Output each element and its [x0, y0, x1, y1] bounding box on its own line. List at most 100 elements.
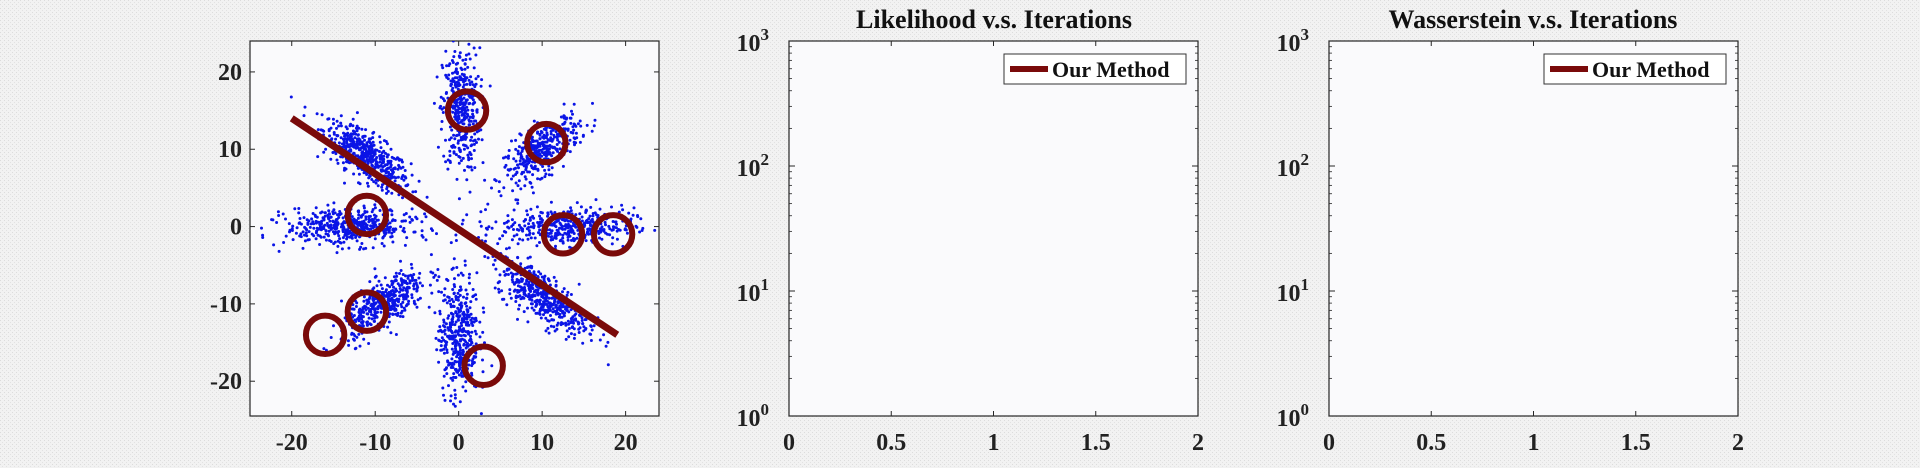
scatter-point — [382, 149, 386, 153]
scatter-point — [569, 317, 573, 321]
scatter-point — [546, 144, 550, 148]
scatter-point — [513, 221, 517, 225]
scatter-point — [417, 276, 421, 280]
scatter-point — [505, 303, 509, 307]
scatter-point — [478, 46, 482, 50]
scatter-point — [418, 296, 422, 300]
scatter-point — [483, 178, 487, 182]
scatter-point — [438, 325, 442, 329]
scatter-point — [304, 227, 308, 231]
scatter-point — [529, 225, 533, 229]
scatter-point — [496, 242, 500, 246]
scatter-point — [531, 191, 535, 195]
scatter-point — [386, 153, 390, 157]
scatter-point — [452, 55, 456, 59]
scatter-point — [464, 76, 468, 80]
scatter-point — [435, 278, 439, 282]
scatter-point — [581, 134, 585, 138]
scatter-point — [531, 232, 535, 236]
scatter-point — [344, 228, 348, 232]
scatter-point — [371, 208, 375, 211]
scatter-point — [517, 307, 521, 311]
scatter-point — [467, 332, 470, 336]
scatter-point — [591, 101, 594, 105]
scatter-point — [383, 276, 387, 280]
scatter-point — [638, 230, 642, 234]
scatter-point — [572, 136, 576, 140]
scatter-point — [535, 244, 539, 248]
scatter-x-axis: -20 -10 0 10 20 — [276, 41, 638, 456]
scatter-point — [456, 141, 460, 145]
scatter-point — [555, 312, 559, 316]
scatter-point — [554, 283, 558, 287]
scatter-point — [539, 148, 543, 152]
scatter-point — [335, 126, 338, 130]
scatter-point — [473, 132, 477, 136]
scatter-point — [447, 73, 451, 77]
scatter-point — [458, 148, 462, 152]
scatter-point — [325, 221, 329, 225]
scatter-point — [615, 229, 619, 233]
scatter-point — [334, 137, 338, 141]
scatter-point — [600, 228, 604, 232]
scatter-point — [481, 306, 485, 310]
scatter-point — [435, 75, 439, 79]
scatter-point — [564, 337, 568, 341]
scatter-point — [437, 290, 441, 294]
scatter-point — [460, 304, 464, 308]
scatter-point — [367, 342, 371, 345]
scatter-point — [459, 110, 463, 114]
scatter-point — [454, 298, 458, 301]
scatter-point — [388, 208, 392, 212]
scatter-point — [384, 140, 388, 143]
scatter-point — [571, 325, 574, 329]
scatter-point — [535, 139, 539, 143]
scatter-point — [350, 215, 354, 219]
scatter-point — [569, 209, 573, 213]
scatter-point — [289, 95, 293, 99]
scatter-point — [376, 307, 380, 311]
scatter-point — [569, 206, 573, 210]
scatter-point — [446, 295, 450, 299]
scatter-point — [462, 96, 466, 100]
scatter-point — [512, 157, 516, 161]
wasserstein-x-tick-label: 0.5 — [1416, 430, 1446, 456]
scatter-point — [561, 164, 565, 168]
scatter-point — [448, 337, 452, 341]
scatter-point — [424, 238, 428, 242]
scatter-point — [604, 344, 608, 348]
scatter-point — [523, 288, 527, 291]
scatter-point — [391, 289, 395, 293]
scatter-point — [598, 207, 602, 211]
scatter-point — [516, 198, 520, 202]
scatter-point — [438, 312, 442, 316]
scatter-point — [348, 124, 352, 128]
scatter-point — [502, 156, 505, 160]
scatter-point — [481, 330, 485, 334]
scatter-point — [585, 123, 589, 127]
scatter-point — [362, 295, 366, 299]
scatter-point — [326, 203, 330, 207]
scatter-point — [442, 324, 445, 328]
scatter-point — [467, 118, 471, 122]
scatter-point — [410, 266, 414, 270]
scatter-point — [379, 146, 383, 150]
scatter-point — [405, 282, 409, 286]
scatter-point — [261, 233, 265, 237]
scatter-point — [596, 214, 600, 217]
scatter-point — [315, 215, 319, 219]
scatter-point — [470, 108, 474, 112]
scatter-point — [512, 282, 516, 286]
scatter-point — [466, 344, 470, 348]
scatter-point — [464, 321, 468, 324]
scatter-point — [566, 290, 570, 294]
scatter-point — [469, 300, 473, 304]
scatter-point — [535, 149, 538, 153]
scatter-point — [415, 284, 419, 287]
scatter-point — [528, 218, 532, 222]
scatter-point — [463, 143, 467, 147]
scatter-point — [382, 234, 386, 238]
scatter-point — [569, 293, 573, 296]
scatter-point — [475, 271, 479, 275]
scatter-point — [584, 209, 588, 213]
